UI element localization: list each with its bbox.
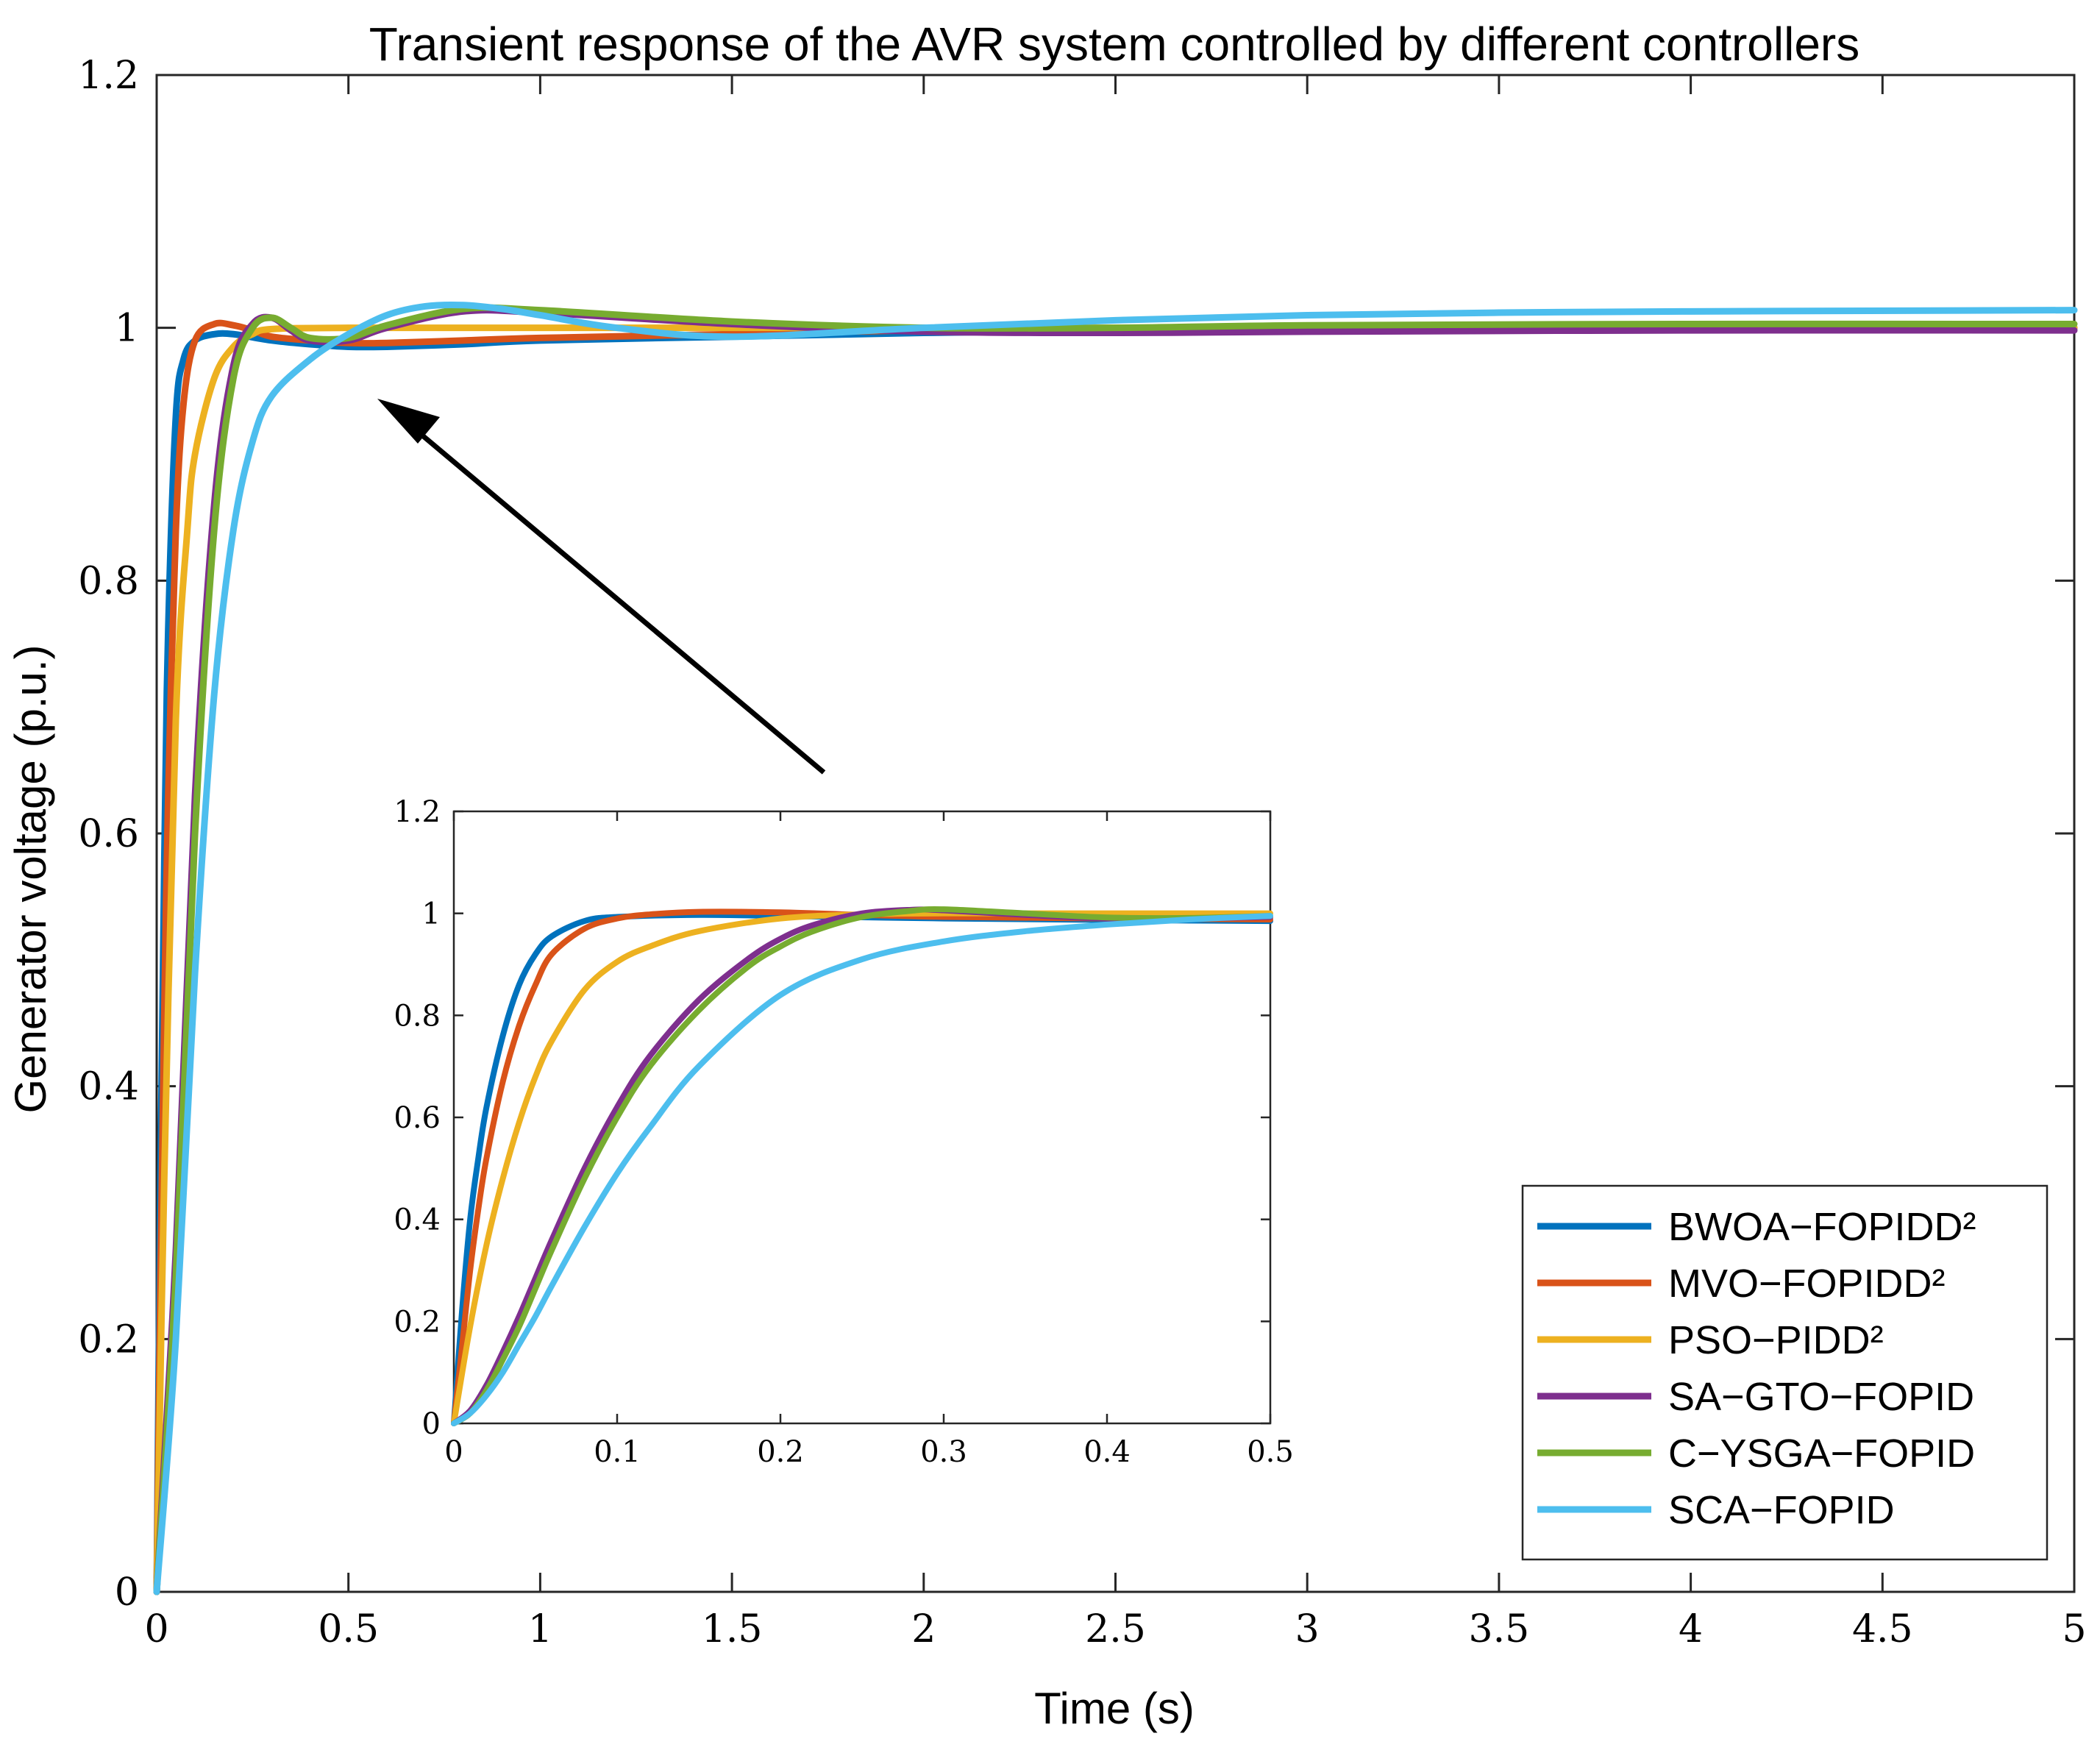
chart-title: Transient response of the AVR system con… [369, 18, 1859, 71]
inset-y-tick-label: 0.8 [394, 999, 441, 1033]
inset-x-tick-label: 0.5 [1247, 1435, 1294, 1469]
inset-y-tick-label: 1.2 [394, 795, 441, 829]
legend-label-3: PSO−PIDD² [1668, 1318, 1884, 1362]
inset-series [451, 906, 1273, 1426]
inset-y-tick-labels: 0 0.2 0.4 0.6 0.8 1 1.2 [394, 795, 441, 1441]
inset-series-line-6 [451, 913, 1273, 1426]
main-y-tick-label: 0.2 [78, 1317, 139, 1362]
legend-label-4: SA−GTO−FOPID [1668, 1375, 1974, 1419]
arrow-shaft [410, 424, 826, 775]
inset-x-tick-label: 0.3 [920, 1435, 967, 1469]
legend: BWOA−FOPIDD² MVO−FOPIDD² PSO−PIDD² SA−GTO−F… [1521, 1184, 2049, 1561]
inset-axes: 0 0.1 0.2 0.3 0.4 0.5 0 0.2 0.4 0.6 0.8 1 1.2 [394, 795, 1293, 1469]
legend-box [1521, 1184, 2049, 1561]
main-x-tick-label: 0.5 [318, 1607, 379, 1651]
x-axis-label: Time (s) [1034, 1684, 1195, 1733]
inset-series-line-2 [451, 908, 1273, 1426]
main-x-tick-label: 3.5 [1469, 1607, 1530, 1651]
main-x-tick-label: 2.5 [1085, 1607, 1146, 1651]
inset-x-tick-label: 0 [444, 1435, 463, 1469]
inset-x-tick-label: 0.2 [757, 1435, 804, 1469]
main-series [153, 301, 2078, 1596]
main-y-tick-label: 0.4 [78, 1065, 139, 1109]
main-y-tick-label: 1.2 [78, 54, 139, 98]
inset-y-tick-label: 0.2 [394, 1305, 441, 1339]
inset-y-tick-label: 0.6 [394, 1101, 441, 1135]
inset-y-tick-label: 0 [422, 1407, 441, 1441]
main-x-tick-label: 1.5 [702, 1607, 763, 1651]
main-y-tick-label: 0 [115, 1571, 139, 1615]
main-x-tick-label: 1 [528, 1607, 552, 1651]
legend-label-1: BWOA−FOPIDD² [1668, 1205, 1976, 1249]
main-x-tick-labels: 0 0.5 1 1.5 2 2.5 3 3.5 4 4.5 5 [144, 1607, 2086, 1651]
main-x-tick-label: 4 [1679, 1607, 1703, 1651]
legend-label-6: SCA−FOPID [1668, 1488, 1895, 1532]
inset-y-tick-label: 0.4 [394, 1203, 441, 1237]
main-series-line-6 [153, 301, 2078, 1596]
main-x-tick-label: 5 [2062, 1607, 2086, 1651]
legend-label-5: C−YSGA−FOPID [1668, 1431, 1975, 1476]
inset-y-tick-label: 1 [422, 897, 441, 931]
inset-series-line-5 [451, 906, 1273, 1426]
inset-x-tick-label: 0.4 [1083, 1435, 1131, 1469]
y-axis-label: Generator voltage (p.u.) [6, 644, 55, 1113]
main-x-tick-label: 2 [911, 1607, 936, 1651]
legend-items: BWOA−FOPIDD² MVO−FOPIDD² PSO−PIDD² SA−GTO−F… [1537, 1205, 1976, 1532]
main-x-tick-label: 4.5 [1852, 1607, 1913, 1651]
main-y-tick-label: 1 [115, 307, 139, 351]
main-x-tick-label: 0 [144, 1607, 168, 1651]
main-x-tick-label: 3 [1295, 1607, 1320, 1651]
legend-label-2: MVO−FOPIDD² [1668, 1262, 1946, 1306]
inset-plot-box [452, 810, 1272, 1425]
main-y-tick-label: 0.6 [78, 812, 139, 856]
main-series-line-5 [153, 304, 2078, 1596]
arrow-head [377, 399, 440, 444]
inset-x-tick-labels: 0 0.1 0.2 0.3 0.4 0.5 [444, 1435, 1294, 1469]
main-y-tick-labels: 0 0.2 0.4 0.6 0.8 1 1.2 [78, 54, 139, 1615]
main-y-tick-label: 0.8 [78, 559, 139, 603]
annotation-arrow [377, 399, 826, 775]
main-ticks [155, 74, 2076, 1593]
inset-x-tick-label: 0.1 [594, 1435, 641, 1469]
